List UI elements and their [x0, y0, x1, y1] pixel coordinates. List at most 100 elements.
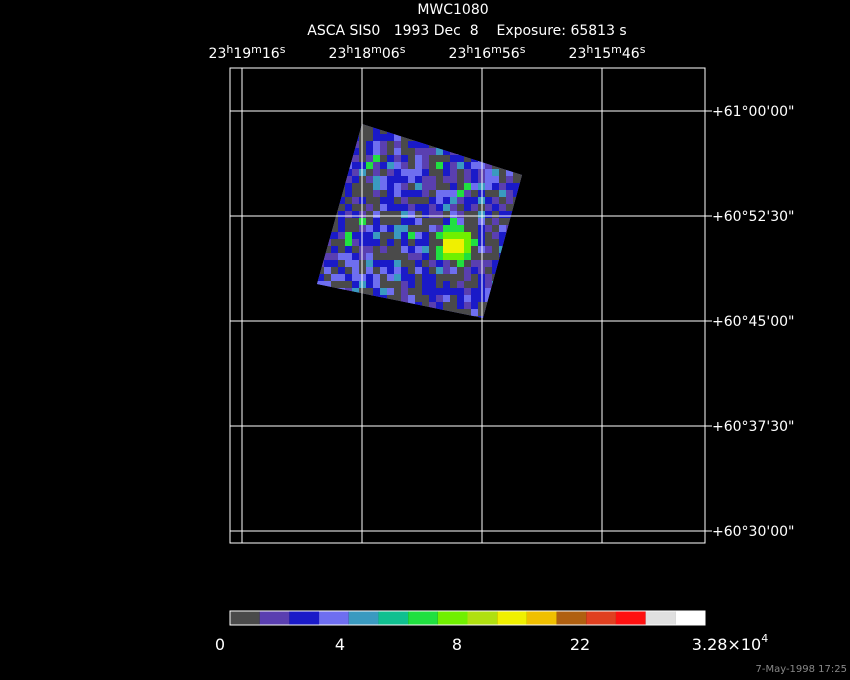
pixel	[422, 274, 429, 281]
pixel	[450, 141, 457, 148]
pixel	[443, 281, 450, 288]
colorbar-label: 3.28×104	[692, 632, 768, 654]
pixel	[457, 124, 464, 127]
colorbar-segment	[319, 611, 349, 625]
pixel	[415, 124, 422, 127]
pixel	[366, 274, 373, 281]
pixel	[310, 316, 317, 323]
pixel	[415, 288, 422, 295]
pixel	[464, 260, 471, 267]
pixel	[520, 323, 527, 330]
pixel	[380, 134, 387, 141]
pixel	[457, 197, 464, 204]
pixel	[429, 211, 436, 218]
ra-label-part: s	[400, 43, 406, 56]
pixel	[506, 162, 513, 169]
pixel	[492, 197, 499, 204]
pixel	[324, 169, 331, 176]
pixel	[527, 190, 534, 197]
pixel	[317, 253, 324, 260]
pixel	[499, 155, 506, 162]
pixel	[331, 288, 338, 295]
pixel	[513, 141, 520, 148]
pixel	[310, 127, 317, 134]
pixel	[429, 309, 436, 316]
pixel	[366, 232, 373, 239]
pixel	[422, 316, 429, 318]
pixel	[422, 134, 429, 141]
pixel	[443, 253, 450, 260]
pixel	[373, 239, 380, 246]
pixel	[464, 302, 471, 309]
pixel	[492, 316, 499, 318]
pixel	[443, 288, 450, 295]
pixel	[464, 246, 471, 253]
pixel	[324, 246, 331, 253]
pixel	[373, 281, 380, 288]
pixel	[464, 127, 471, 134]
colorbar-label: 8	[452, 635, 462, 654]
pixel	[436, 190, 443, 197]
pixel	[331, 260, 338, 267]
pixel	[401, 218, 408, 225]
pixel	[443, 232, 450, 239]
colorbar-segment	[437, 611, 468, 625]
ra-label-part: 19	[233, 46, 251, 62]
pixel	[499, 134, 506, 141]
pixel	[415, 246, 422, 253]
pixel	[485, 134, 492, 141]
pixel	[394, 127, 401, 134]
pixel	[485, 124, 492, 127]
pixel	[506, 127, 513, 134]
pixel	[331, 295, 338, 302]
pixel	[310, 246, 317, 253]
pixel	[450, 232, 457, 239]
pixel	[310, 148, 317, 155]
pixel	[513, 267, 520, 274]
pixel	[317, 302, 324, 309]
pixel	[506, 274, 513, 281]
pixel	[331, 141, 338, 148]
ra-label-part: m	[491, 43, 502, 56]
pixel	[415, 176, 422, 183]
pixel	[422, 183, 429, 190]
pixel	[387, 309, 394, 316]
pixel	[499, 162, 506, 169]
pixel	[429, 246, 436, 253]
pixel	[506, 169, 513, 176]
colorbar-label-text: 22	[570, 635, 590, 654]
pixel	[352, 232, 359, 239]
pixel	[492, 155, 499, 162]
pixel	[317, 176, 324, 183]
pixel	[345, 309, 352, 316]
ra-label-part: s	[280, 43, 286, 56]
pixel	[310, 323, 317, 330]
pixel	[387, 288, 394, 295]
ra-label-part: m	[371, 43, 382, 56]
pixel	[506, 316, 513, 318]
pixel	[394, 288, 401, 295]
pixel	[366, 302, 373, 309]
pixel	[345, 155, 352, 162]
pixel	[527, 218, 534, 225]
pixel	[324, 295, 331, 302]
pixel	[373, 225, 380, 232]
colorbar-segment	[645, 611, 676, 625]
pixel	[471, 183, 478, 190]
pixel	[366, 323, 373, 330]
pixel	[506, 267, 513, 274]
pixel	[380, 155, 387, 162]
pixel	[373, 155, 380, 162]
pixel	[520, 141, 522, 148]
pixel	[352, 124, 359, 127]
pixel	[527, 169, 534, 176]
pixel	[464, 281, 471, 288]
pixel	[415, 190, 422, 197]
pixel	[380, 183, 387, 190]
pixel	[331, 225, 338, 232]
pixel	[499, 197, 506, 204]
pixel	[457, 183, 464, 190]
pixel	[345, 316, 352, 318]
pixel	[401, 309, 408, 316]
pixel	[338, 323, 345, 330]
